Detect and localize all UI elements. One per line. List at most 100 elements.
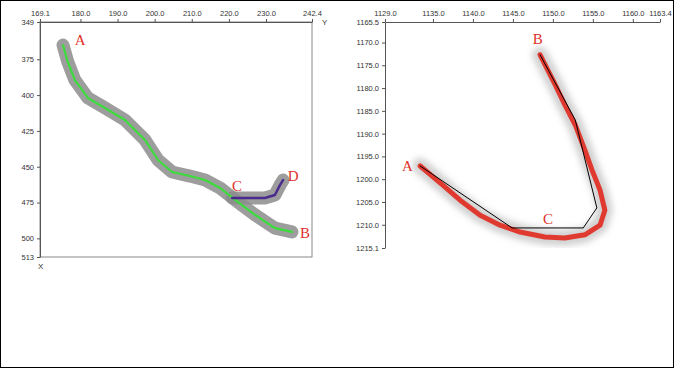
tick-label: 475 xyxy=(21,198,34,207)
y-axis: 349375400425450475500513 xyxy=(21,18,40,262)
tick-label: 169.1 xyxy=(31,9,50,18)
tick-label: 400 xyxy=(21,91,34,100)
tick-mark xyxy=(37,257,40,258)
tick-mark xyxy=(633,19,634,22)
panel: 1129.0 1135.0 1140.0 1145.0 1150.0 1155.0 1160… xyxy=(356,9,672,253)
tick-label: 1185.0 xyxy=(357,107,379,116)
figure: 169.1 180.0 190.0 200.0 210.0 220.0 230.0 242.4… xyxy=(0,0,674,368)
tick-label: 1210.0 xyxy=(356,221,379,230)
tick-mark xyxy=(382,225,385,226)
tick-mark xyxy=(433,19,434,22)
annotation: B xyxy=(533,31,543,47)
tick: 450 xyxy=(21,163,40,172)
tick-mark xyxy=(382,179,385,180)
tick: 220.0 xyxy=(220,9,239,22)
tick-label: 1135.0 xyxy=(422,9,444,18)
series-line xyxy=(420,55,605,238)
tick-mark xyxy=(382,43,385,44)
tick-label: 1129.0 xyxy=(374,9,396,18)
tick: 1185.0 xyxy=(357,107,385,116)
tick: 1163.4 xyxy=(649,9,671,22)
tick-label: 1195.0 xyxy=(357,152,379,161)
tick-label: 1145.0 xyxy=(502,9,524,18)
tick-label: 500 xyxy=(21,234,34,243)
tick: 200.0 xyxy=(146,9,165,22)
tick-mark xyxy=(385,19,386,22)
tick: 1195.0 xyxy=(357,152,385,161)
tick-mark xyxy=(40,19,41,22)
tick: 1135.0 xyxy=(422,9,444,22)
tick: 242.4 xyxy=(303,9,322,22)
tick-mark xyxy=(593,19,594,22)
tick-label: 242.4 xyxy=(303,9,322,18)
tick-label: 1163.4 xyxy=(649,9,671,18)
tick-label: 1180.0 xyxy=(357,84,379,93)
axis-title: X xyxy=(38,262,44,271)
tick: 1165.5 xyxy=(357,18,385,27)
tick-label: 1205.0 xyxy=(356,198,379,207)
tick-label: 1215.1 xyxy=(356,244,379,253)
tick: 513 xyxy=(21,253,40,262)
tick-label: 1165.5 xyxy=(357,18,379,27)
tick-label: 1200.0 xyxy=(356,175,379,184)
tick-mark xyxy=(37,131,40,132)
annotation: A xyxy=(75,32,86,48)
tick: 190.0 xyxy=(109,9,128,22)
tick-mark xyxy=(312,19,313,22)
tick-label: 1170.0 xyxy=(357,38,379,47)
annotation: B xyxy=(300,225,310,241)
tick-mark xyxy=(382,156,385,157)
plot-frame xyxy=(40,22,312,257)
tick-mark xyxy=(382,65,385,66)
tick: 1160.0 xyxy=(622,9,644,22)
series-line xyxy=(420,55,597,228)
tick-mark xyxy=(155,19,156,22)
tick-mark xyxy=(80,19,81,22)
annotation: C xyxy=(232,178,242,194)
tick-mark xyxy=(37,238,40,239)
tick-label: 200.0 xyxy=(146,9,165,18)
tick-mark xyxy=(192,19,193,22)
tick-mark xyxy=(266,19,267,22)
tick: 1145.0 xyxy=(502,9,524,22)
tick-mark xyxy=(118,19,119,22)
tick-label: 220.0 xyxy=(220,9,239,18)
tick: 475 xyxy=(21,198,40,207)
tick: 1155.0 xyxy=(582,9,604,22)
tick: 1210.0 xyxy=(356,221,385,230)
tick-label: 210.0 xyxy=(183,9,202,18)
series-line xyxy=(63,45,292,232)
tick: 1215.1 xyxy=(356,244,385,253)
tick: 1170.0 xyxy=(357,38,385,47)
tick: 400 xyxy=(21,91,40,100)
tick-label: 1140.0 xyxy=(462,9,484,18)
tick: 425 xyxy=(21,127,40,136)
axis-title: Y xyxy=(322,18,328,27)
tick: 1140.0 xyxy=(462,9,484,22)
tick-mark xyxy=(382,134,385,135)
tick: 210.0 xyxy=(183,9,202,22)
tick-label: 230.0 xyxy=(257,9,276,18)
figure-border xyxy=(1,1,674,368)
tick-mark xyxy=(37,22,40,23)
tick-label: 1175.0 xyxy=(357,61,379,70)
intensity-region xyxy=(63,45,292,232)
tick-mark xyxy=(473,19,474,22)
tick-mark xyxy=(382,248,385,249)
tick-mark xyxy=(37,203,40,204)
y-axis-line xyxy=(40,23,41,258)
tick-label: 513 xyxy=(21,253,34,262)
tick-label: 1160.0 xyxy=(622,9,644,18)
tick-label: 425 xyxy=(21,127,34,136)
x-axis-line xyxy=(386,22,661,23)
tick-mark xyxy=(382,88,385,89)
x-axis: 169.1 180.0 190.0 200.0 210.0 220.0 230.0 242.4 xyxy=(31,9,322,23)
tick-label: 1150.0 xyxy=(542,9,564,18)
tick-mark xyxy=(382,111,385,112)
tick-mark xyxy=(660,19,661,22)
x-axis: 1129.0 1135.0 1140.0 1145.0 1150.0 1155.0 1160… xyxy=(374,9,671,23)
panel: 169.1 180.0 190.0 200.0 210.0 220.0 230.0 242.4… xyxy=(21,9,328,271)
tick: 500 xyxy=(21,234,40,243)
plot-area xyxy=(63,45,292,232)
tick: 180.0 xyxy=(72,9,91,22)
